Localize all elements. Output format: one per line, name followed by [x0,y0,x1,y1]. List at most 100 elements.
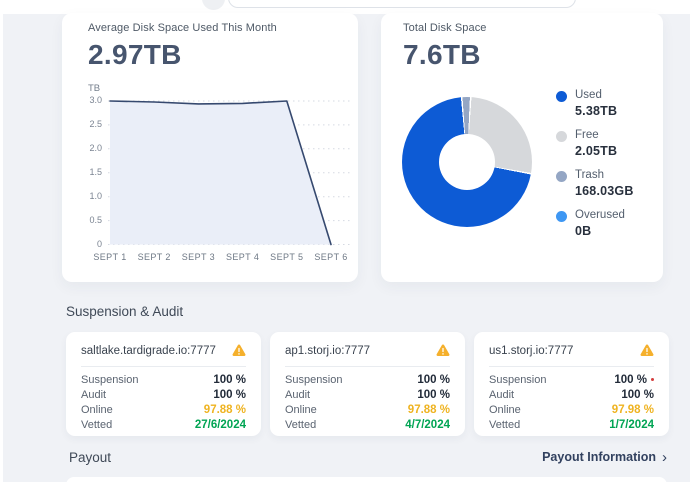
payout-card-partial [66,477,667,482]
x-tick-label: SEPT 2 [137,252,171,262]
y-tick-label: 3.0 [89,95,102,105]
stat-label: Vetted [285,418,317,431]
stat-row-audit: Audit 100 % [489,387,654,402]
disk-usage-chart [108,100,352,246]
y-tick-label: 2.0 [89,142,102,153]
chevron-right-icon: › [662,448,667,466]
stat-row-audit: Audit 100 % [81,387,246,402]
warning-icon [640,344,654,357]
satellite-host: saltlake.tardigrade.io:7777 [81,344,216,357]
payout-information-link[interactable]: Payout Information › [542,448,667,466]
search-input[interactable] [228,0,576,8]
stat-value-vetted: 4/7/2024 [405,418,450,431]
legend-item-trash: Trash 168.03GB [556,169,634,198]
y-tick-label: 0 [96,238,102,249]
divider [489,366,654,367]
stat-row-vetted: Vetted 1/7/2024 [489,417,654,432]
stat-row-suspension: Suspension 100 % [81,372,246,387]
stat-value-vetted: 1/7/2024 [609,418,654,431]
suspension-audit-heading: Suspension & Audit [66,304,184,319]
y-tick-label: 1.5 [89,166,102,177]
card-title: Total Disk Space [403,22,487,34]
y-axis-unit-label: TB [88,83,101,94]
stat-row-suspension: Suspension 100 % [489,372,654,387]
stat-row-online: Online 97.88 % [285,402,450,417]
payout-heading: Payout [69,450,112,465]
x-tick-label: SEPT 3 [181,252,216,262]
stat-label: Online [489,403,521,416]
x-tick-label: SEPT 4 [225,252,260,262]
total-disk-space-card: Total Disk Space 7.6TB Used 5.38TB Free 2.0… [381,13,663,282]
avg-disk-space-value: 2.97TB [88,39,182,70]
stat-label: Vetted [81,418,113,431]
satellite-card: us1.storj.io:7777 Suspension 100 % Audit 100… [474,332,669,436]
warning-icon [232,344,246,357]
warning-triangle-icon [232,344,246,357]
legend-item-used: Used 5.38TB [556,89,634,118]
satellite-card-header: ap1.storj.io:7777 [285,342,450,359]
stat-label: Audit [489,388,515,401]
stat-row-vetted: Vetted 4/7/2024 [285,417,450,432]
legend-label: Trash [575,169,604,181]
legend-dot-icon [556,171,567,182]
legend-value: 2.05TB [575,144,618,158]
stat-value-vetted: 27/6/2024 [194,418,246,431]
stat-value-suspension: 100 % [417,373,450,386]
stat-label: Suspension [81,373,139,386]
y-tick-label: 0.5 [89,214,102,225]
legend-label: Free [575,129,599,141]
payout-link-label: Payout Information [542,450,656,464]
x-tick-label: SEPT 6 [314,252,348,262]
stat-value-online: 97.88 % [203,403,246,416]
legend-value: 5.38TB [575,104,618,118]
page-left-edge [0,0,3,482]
y-tick-label: 1.0 [89,190,102,201]
divider [285,366,450,367]
x-tick-label: SEPT 1 [93,252,127,262]
legend-item-free: Free 2.05TB [556,129,634,158]
avg-disk-space-card: Average Disk Space Used This Month 2.97T… [62,13,358,282]
x-axis-labels: SEPT 1 SEPT 2 SEPT 3 SEPT 4 SEPT 5 SEPT 6 [62,252,358,264]
legend-value: 168.03GB [575,184,634,198]
stat-row-online: Online 97.88 % [81,402,246,417]
stat-value-audit: 100 % [213,388,246,401]
legend-item-overused: Overused 0B [556,209,634,238]
y-tick-label: 2.5 [89,118,102,129]
satellite-card-header: us1.storj.io:7777 [489,342,654,359]
legend-dot-icon [556,211,567,222]
stat-row-online: Online 97.98 % [489,402,654,417]
red-dot-artifact [651,377,654,381]
stat-value-suspension: 100 % [213,373,246,386]
stat-label: Vetted [489,418,521,431]
stat-label: Audit [285,388,311,401]
satellite-host: ap1.storj.io:7777 [285,344,371,357]
total-disk-donut [402,97,532,227]
satellite-host: us1.storj.io:7777 [489,344,574,357]
suspension-cards: saltlake.tardigrade.io:7777 Suspension 100… [66,332,669,436]
card-title: Average Disk Space Used This Month [88,22,277,34]
stat-value-audit: 100 % [621,388,654,401]
stat-label: Audit [81,388,107,401]
legend-label: Used [575,89,602,101]
stat-value-online: 97.88 % [407,403,450,416]
warning-triangle-icon [436,344,450,357]
legend-value: 0B [575,224,592,238]
stat-label: Suspension [285,373,343,386]
donut-legend: Used 5.38TB Free 2.05TB Trash 168.03GB Overuse… [556,89,634,249]
topbar-circle-icon[interactable] [202,0,225,10]
stat-label: Suspension [489,373,547,386]
stat-row-vetted: Vetted 27/6/2024 [81,417,246,432]
stat-label: Online [81,403,113,416]
stat-value-suspension: 100 % [614,374,654,386]
stat-row-suspension: Suspension 100 % [285,372,450,387]
satellite-card: ap1.storj.io:7777 Suspension 100 % Audit 100… [270,332,465,436]
legend-label: Overused [575,209,625,221]
x-tick-label: SEPT 5 [270,252,304,262]
stat-value-audit: 100 % [417,388,450,401]
stat-value-online: 97.98 % [611,403,654,416]
total-disk-space-value: 7.6TB [403,39,481,70]
top-bar [0,0,690,14]
stat-row-audit: Audit 100 % [285,387,450,402]
satellite-card: saltlake.tardigrade.io:7777 Suspension 100… [66,332,261,436]
